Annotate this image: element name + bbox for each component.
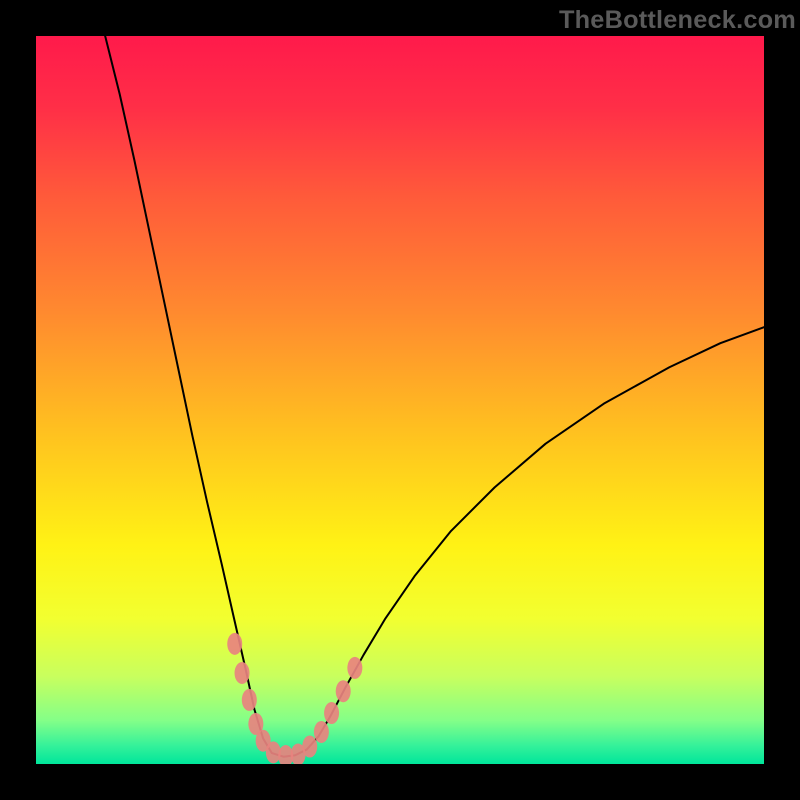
gradient-background xyxy=(36,36,764,764)
highlight-marker xyxy=(314,721,329,743)
highlight-marker xyxy=(336,680,351,702)
highlight-marker xyxy=(347,657,362,679)
highlight-marker xyxy=(324,702,339,724)
bottleneck-curve-chart xyxy=(0,0,800,800)
highlight-marker xyxy=(266,741,281,763)
watermark-text: TheBottleneck.com xyxy=(559,6,796,35)
highlight-marker xyxy=(227,633,242,655)
highlight-marker xyxy=(242,689,257,711)
highlight-marker xyxy=(302,736,317,758)
highlight-marker xyxy=(235,662,250,684)
